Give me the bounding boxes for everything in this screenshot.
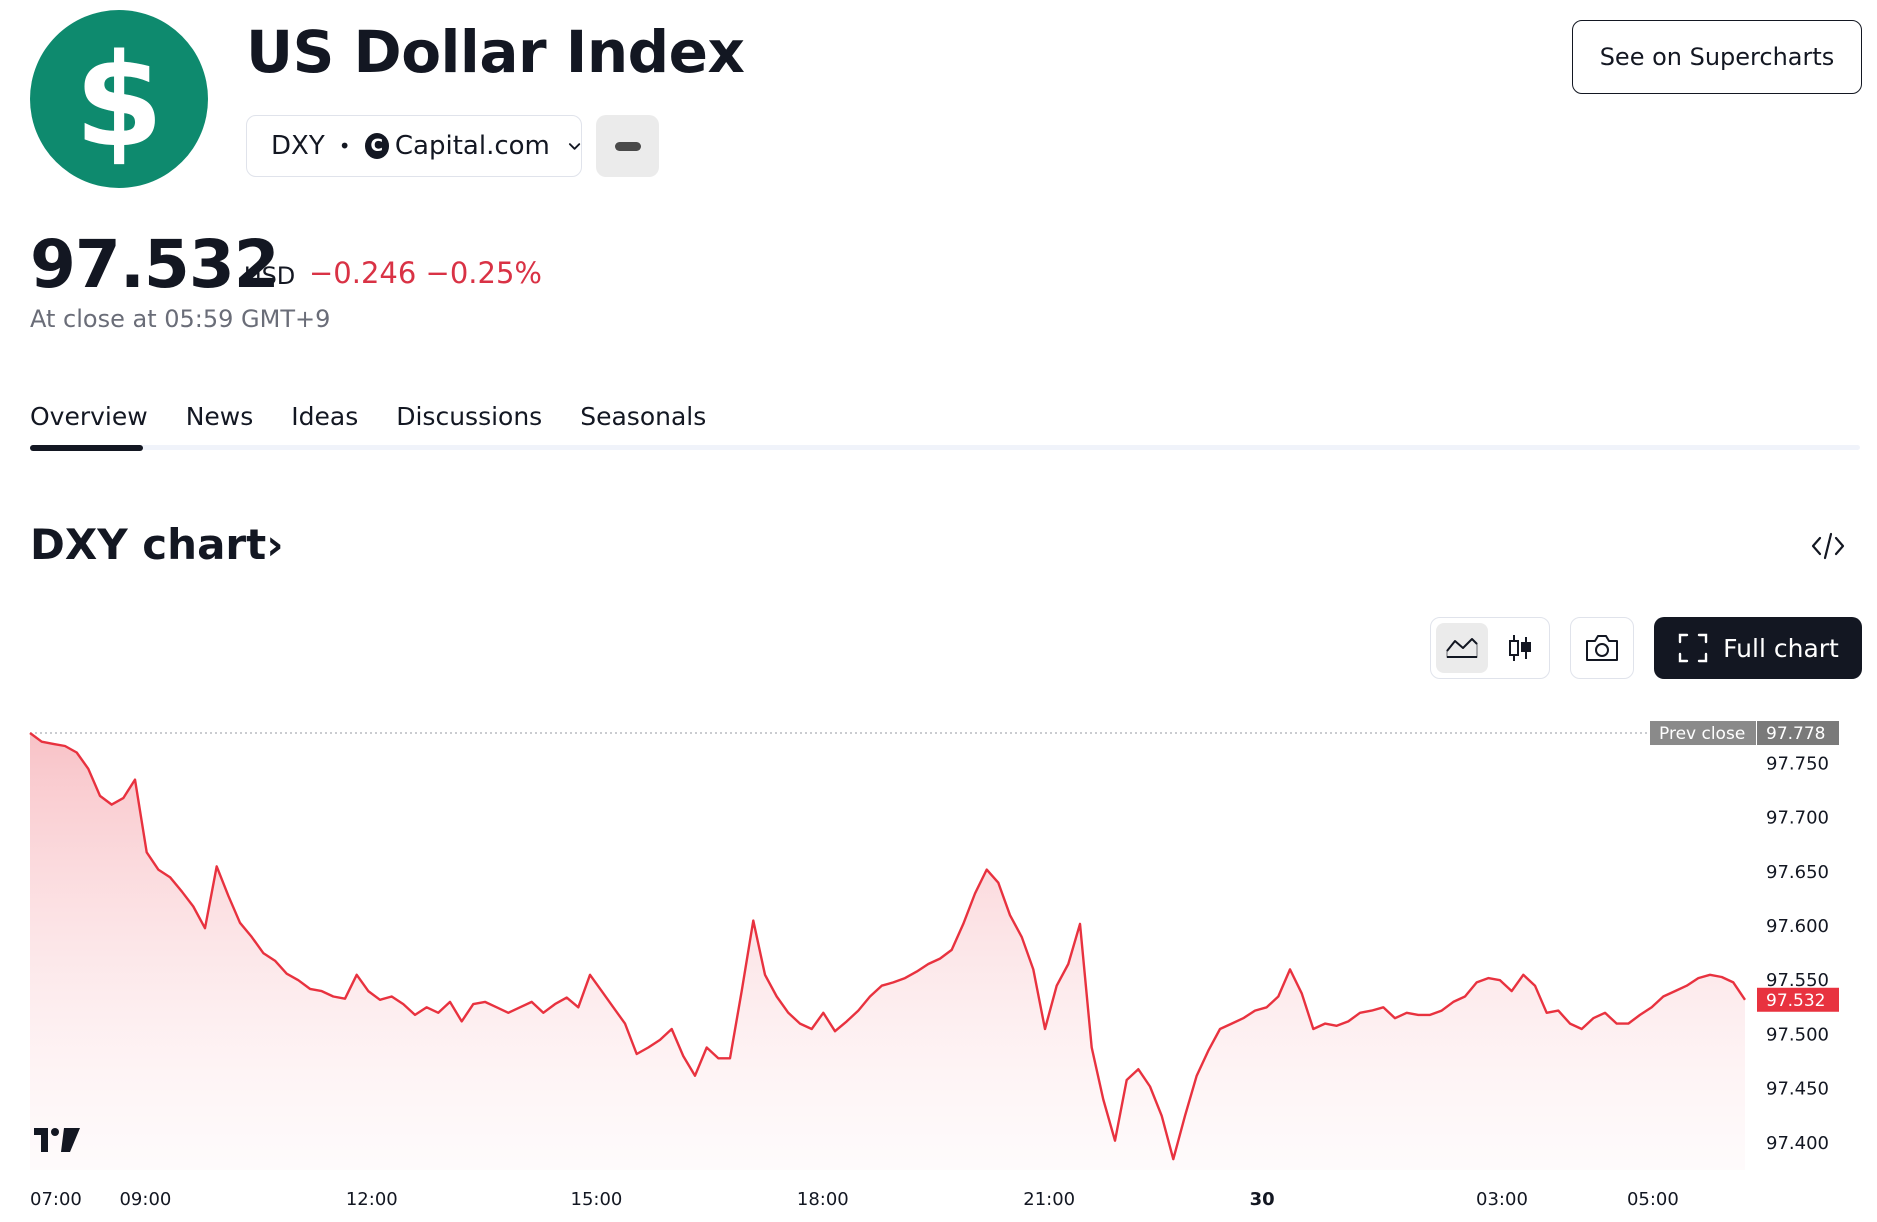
x-tick-label: 05:00 [1627,1189,1679,1210]
y-tick-label: 97.500 [1766,1024,1829,1045]
chart-title-text: DXY chart [30,520,267,569]
tab-ideas[interactable]: Ideas [291,402,359,431]
x-tick-label: 09:00 [119,1189,171,1210]
candles-chart-button[interactable] [1494,623,1546,673]
price-chart[interactable]: 97.750 97.700 97.650 97.600 97.550 97.500 97.4… [0,700,1877,1222]
full-chart-button[interactable]: Full chart [1654,617,1862,679]
dollar-logo-glyph: $ [74,27,164,176]
tab-news[interactable]: News [185,402,254,431]
prev-close-tag: Prev close 97.778 [1650,721,1839,746]
change-percent: −0.25% [425,256,542,290]
chevron-right-icon: › [266,520,284,569]
remove-from-watchlist-button[interactable] [596,115,659,177]
last-price-tag: 97.532 [1757,987,1839,1012]
close-time: At close at 05:59 GMT+9 [30,305,331,333]
capital-com-icon: C [364,133,389,159]
area-chart-button[interactable] [1436,623,1488,673]
camera-icon [1586,635,1618,661]
area-chart-icon [1446,638,1478,658]
y-tick-label: 97.750 [1766,753,1829,774]
x-tick-label: 03:00 [1476,1189,1528,1210]
y-tick-label: 97.650 [1766,862,1829,883]
price-line [29,732,1746,1161]
symbol-label: DXY [271,131,325,161]
dollar-logo: $ [30,10,208,188]
x-tick-label: 12:00 [346,1189,398,1210]
embed-code-icon[interactable] [1810,530,1846,562]
change-value: −0.246 [309,256,417,290]
full-chart-label: Full chart [1723,633,1839,663]
see-on-supercharts-button[interactable]: See on Supercharts [1572,20,1862,94]
active-tab-indicator [30,445,143,451]
chart-section-title[interactable]: DXY chart› [30,520,284,569]
snapshot-button[interactable] [1570,617,1634,679]
y-tick-label: 97.400 [1766,1133,1829,1154]
tab-bar: Overview News Ideas Discussions Seasonal… [30,402,706,431]
tab-discussions[interactable]: Discussions [396,402,543,431]
separator-dot: • [338,134,351,158]
last-price-tag-value: 97.532 [1766,991,1825,1011]
y-tick-label: 97.700 [1766,808,1829,829]
tab-overview[interactable]: Overview [30,402,148,431]
fullscreen-icon [1678,633,1708,663]
tab-divider [30,445,1860,450]
minus-icon [614,141,641,151]
page-title: US Dollar Index [246,18,745,86]
tradingview-logo[interactable] [34,1128,80,1152]
symbol-exchange-selector[interactable]: DXY • C Capital.com [246,115,582,177]
price-area-fill [30,733,1745,1170]
x-tick-label: 15:00 [571,1189,623,1210]
x-tick-label: 07:00 [30,1189,82,1210]
x-tick-label: 18:00 [797,1189,849,1210]
prev-close-label: Prev close [1659,724,1745,744]
chart-style-group [1430,617,1550,679]
y-tick-label: 97.600 [1766,916,1829,937]
prev-close-value: 97.778 [1766,724,1825,744]
tab-seasonals[interactable]: Seasonals [580,402,707,431]
y-tick-label: 97.550 [1766,970,1829,991]
x-tick-label: 30 [1250,1189,1275,1210]
currency-label: USD [244,262,296,290]
price-change: −0.246 −0.25% [309,256,542,290]
exchange-label: Capital.com [394,131,550,161]
x-tick-label: 21:00 [1023,1189,1075,1210]
chevron-down-icon [568,143,581,150]
last-price: 97.532 [30,226,280,303]
y-tick-label: 97.450 [1766,1079,1829,1100]
candlestick-icon [1509,635,1531,661]
